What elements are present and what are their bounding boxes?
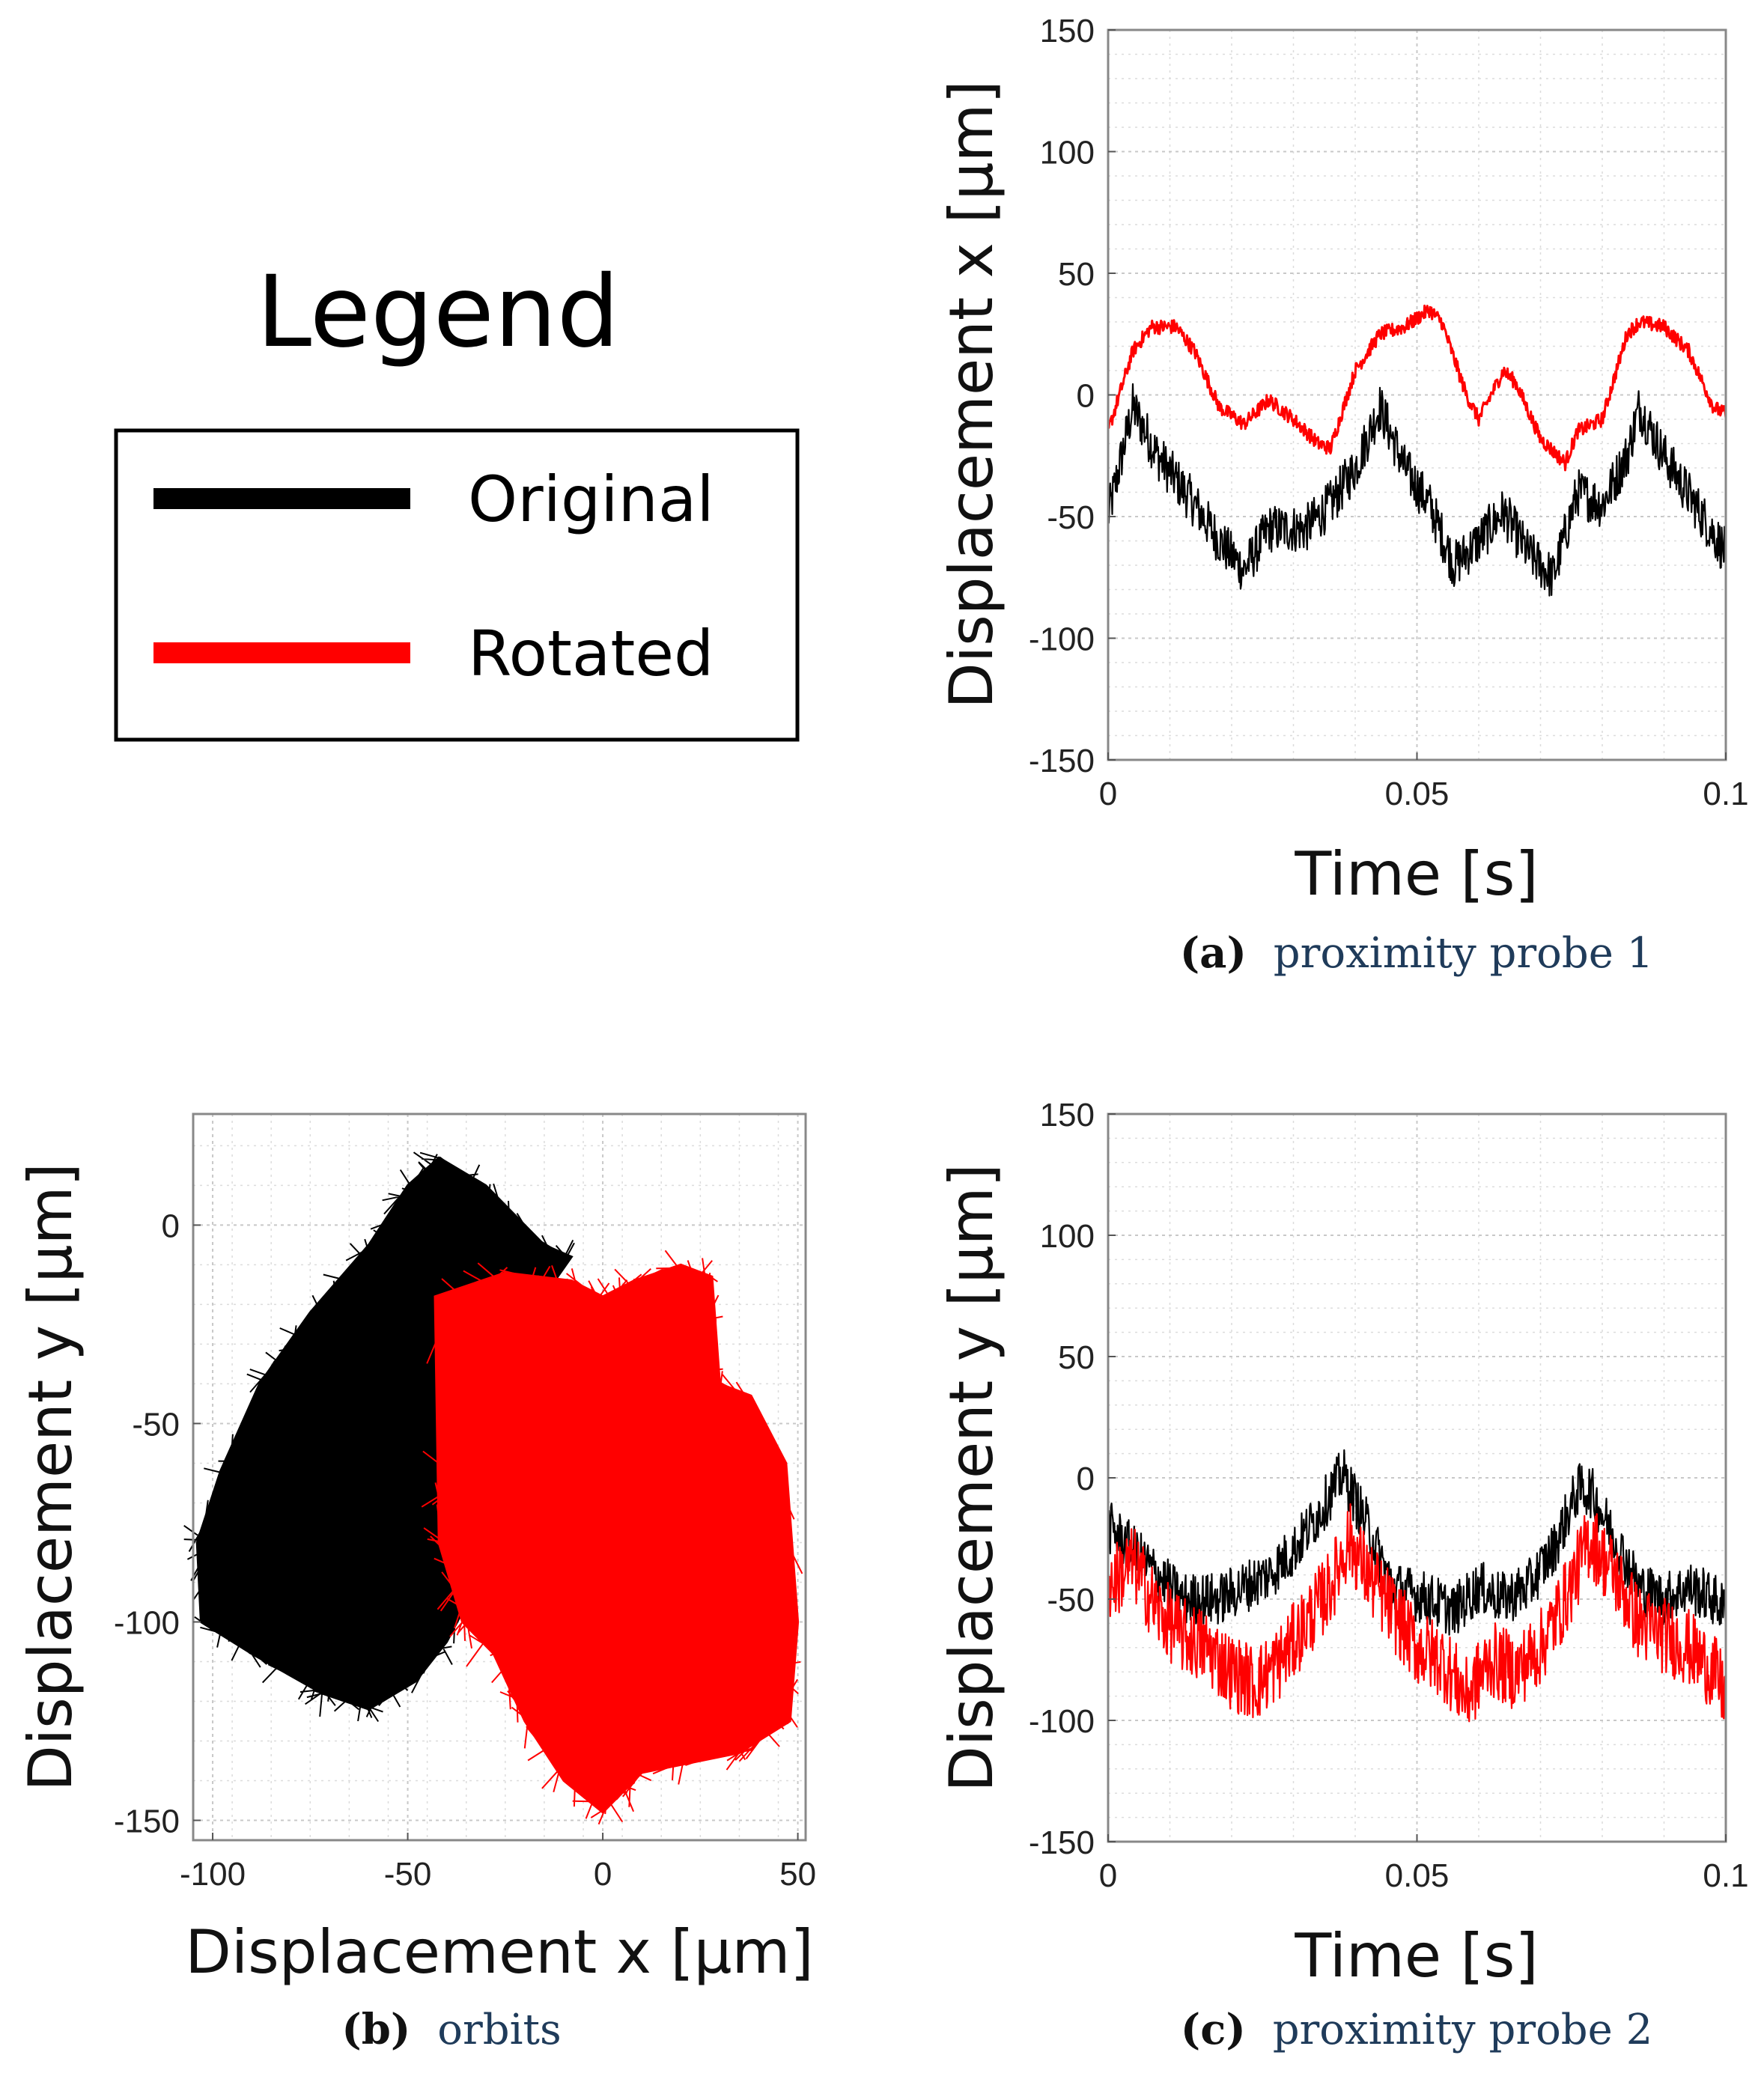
- orbit-rotated-edge: [421, 1249, 803, 1825]
- y-tick-label: 50: [1058, 1339, 1095, 1376]
- panel-c-ticks: 0 0.05 0.1 150 100 50 0 -50 -100 -150: [1029, 1097, 1749, 1894]
- panel-b-ylabel: Displacement y [μm]: [16, 1163, 85, 1791]
- x-tick-label: 0.1: [1703, 1857, 1748, 1894]
- x-tick-label: 0.05: [1385, 1857, 1450, 1894]
- x-tick-label: 0: [1099, 1857, 1117, 1894]
- panel-b-ticks: -100 -50 0 500-50-100-150: [114, 1208, 816, 1893]
- series-rotated: [1107, 304, 1727, 472]
- x-tick-label: 0.1: [1703, 776, 1748, 812]
- x-tick-label: 0: [594, 1856, 612, 1893]
- y-tick-label: -150: [1029, 1824, 1095, 1861]
- y-tick-label: 100: [1040, 135, 1095, 171]
- panel-b-xlabel: Displacement x [μm]: [185, 1917, 813, 1987]
- panel-b-orbits: -100 -50 0 500-50-100-150 Displacement x [μ…: [16, 1112, 816, 2054]
- panel-a-caption: (a) proximity probe 1: [1180, 928, 1654, 978]
- panel-a-ylabel: Displacement x [μm]: [937, 80, 1006, 708]
- y-tick-label: 100: [1040, 1218, 1095, 1255]
- legend-label-rotated: Rotated: [468, 617, 714, 690]
- y-tick-label: 150: [1040, 1097, 1095, 1133]
- panel-b-caption-label: (b): [341, 2005, 410, 2054]
- y-tick-label: -150: [1029, 743, 1095, 779]
- x-tick-label: -50: [384, 1856, 432, 1893]
- y-tick-label: -100: [114, 1604, 180, 1641]
- y-tick-label: -150: [114, 1803, 180, 1839]
- x-tick-label: 0.05: [1385, 776, 1450, 812]
- panel-b-caption: (b) orbits: [341, 2005, 561, 2054]
- panel-a-caption-label: (a): [1180, 928, 1247, 978]
- x-tick-label: 50: [779, 1856, 816, 1893]
- panel-a-ticks: 0 0.05 0.1 150 100 50 0 -50 -100 -150: [1029, 13, 1749, 812]
- series-rotated: [1107, 1503, 1727, 1723]
- panel-c-ylabel: Displacement y [μm]: [937, 1163, 1006, 1792]
- panel-b-axes-box: [192, 1112, 807, 1842]
- y-tick-label: -50: [1047, 499, 1095, 536]
- panel-c-grid: [1107, 1113, 1727, 1842]
- y-tick-label: 0: [162, 1208, 180, 1244]
- y-tick-label: 50: [1058, 256, 1095, 293]
- y-tick-label: -50: [1047, 1582, 1095, 1619]
- legend-label-original: Original: [468, 463, 714, 536]
- y-tick-label: -50: [132, 1406, 180, 1443]
- panel-a-series: [1107, 304, 1727, 597]
- x-tick-label: 0: [1099, 776, 1117, 812]
- y-tick-label: 0: [1077, 1461, 1095, 1497]
- panel-c-xlabel: Time [s]: [1294, 1921, 1538, 1991]
- panel-b-series: [183, 1151, 803, 1825]
- panel-c-probe2: 0 0.05 0.1 150 100 50 0 -50 -100 -150 Time [s] Di…: [937, 1097, 1749, 2054]
- y-tick-label: 0: [1077, 378, 1095, 415]
- legend-panel: Legend Original Rotated: [114, 255, 800, 742]
- panel-a-grid: [1107, 29, 1727, 761]
- panel-c-caption: (c) proximity probe 2: [1181, 2005, 1652, 2054]
- panel-c-series: [1107, 1449, 1727, 1723]
- panel-a-caption-text: proximity probe 1: [1274, 929, 1654, 978]
- orbit-original-edge: [183, 1151, 575, 1723]
- series-original: [1107, 383, 1727, 597]
- panel-c-caption-text: proximity probe 2: [1273, 2006, 1653, 2054]
- legend-title: Legend: [257, 255, 620, 370]
- legend-box: [114, 428, 800, 742]
- y-tick-label: -100: [1029, 1703, 1095, 1740]
- y-tick-label: 150: [1040, 13, 1095, 49]
- series-original: [1107, 1449, 1727, 1636]
- y-tick-label: -100: [1029, 621, 1095, 658]
- x-tick-label: -100: [180, 1856, 246, 1893]
- panel-b-caption-text: orbits: [437, 2006, 561, 2054]
- panel-a-probe1: 0 0.05 0.1 150 100 50 0 -50 -100 -150 Time [s] Di…: [937, 13, 1749, 978]
- orbit-rotated: [434, 1263, 800, 1814]
- panel-c-caption-label: (c): [1181, 2005, 1246, 2054]
- panel-a-xlabel: Time [s]: [1294, 839, 1538, 909]
